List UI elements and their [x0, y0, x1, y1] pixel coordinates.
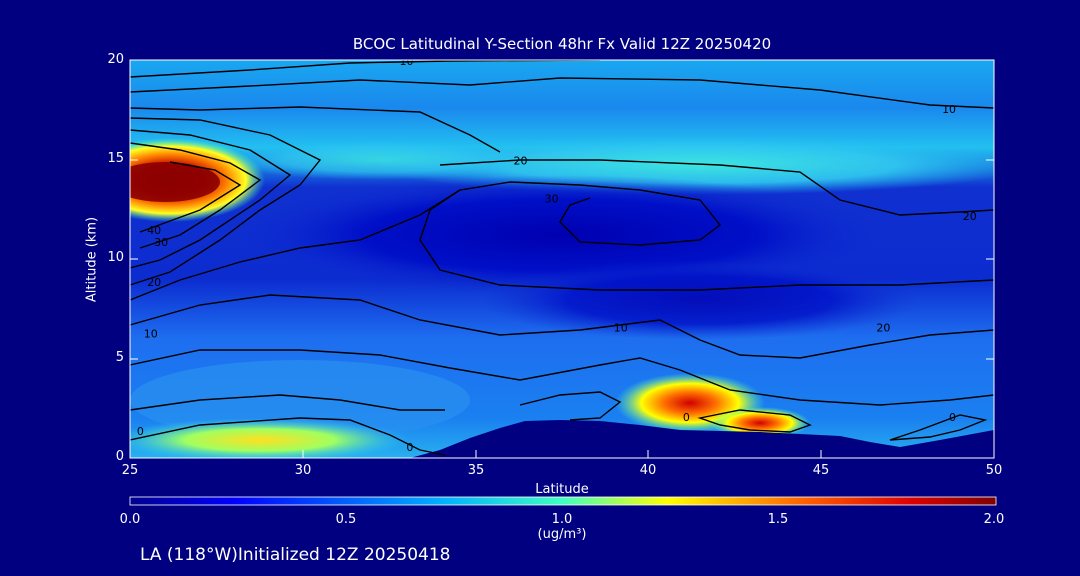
- colorbar-tick-label: 0.0: [119, 512, 141, 527]
- x-tick-label: 25: [121, 463, 139, 478]
- contour-label: 20: [514, 154, 528, 167]
- contour-label: 0: [137, 425, 144, 438]
- contour-label: 0: [683, 411, 690, 424]
- contour-label: 10: [942, 103, 956, 116]
- y-tick-label: 20: [107, 52, 124, 67]
- x-tick-label: 45: [812, 463, 830, 478]
- contour-label: 20: [876, 322, 890, 335]
- colorbar: [129, 496, 997, 506]
- colorbar-unit-label: (ug/m³): [537, 527, 587, 542]
- contour-label: 0: [949, 411, 956, 424]
- contour-label: 30: [545, 192, 559, 205]
- contour-label: 10: [614, 322, 628, 335]
- x-tick-label: 40: [639, 463, 657, 478]
- colorbar-tick-label: 0.5: [335, 512, 357, 527]
- contour-label: 30: [154, 236, 168, 249]
- contour-label: 20: [147, 276, 161, 289]
- contour-label: 40: [147, 224, 161, 237]
- contour-label: 0: [406, 441, 413, 454]
- colorbar-tick-label: 1.0: [551, 512, 573, 527]
- contour-label: 20: [963, 210, 977, 223]
- x-tick-label: 35: [467, 463, 485, 478]
- x-axis-label: Latitude: [535, 482, 589, 497]
- contour-label: 10: [144, 328, 158, 341]
- colorbar-tick-label: 1.5: [767, 512, 789, 527]
- colorbar-tick-label: 2.0: [983, 512, 1005, 527]
- x-tick-label: 50: [985, 463, 1003, 478]
- footer-initialized-label: LA (118°W)Initialized 12Z 20250418: [140, 545, 451, 565]
- contour-lines: [130, 60, 994, 456]
- axis-ticks: [129, 59, 995, 459]
- y-tick-label: 5: [115, 350, 124, 365]
- chart-title: BCOC Latitudinal Y-Section 48hr Fx Valid…: [352, 35, 772, 53]
- y-tick-label: 0: [115, 449, 124, 464]
- y-tick-label: 15: [107, 151, 124, 166]
- y-tick-label: 10: [107, 250, 124, 265]
- x-tick-label: 30: [294, 463, 312, 478]
- contour-label: 10: [399, 55, 413, 68]
